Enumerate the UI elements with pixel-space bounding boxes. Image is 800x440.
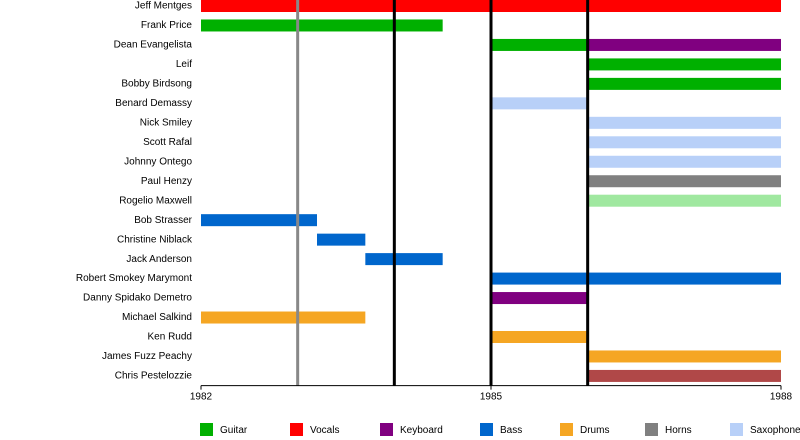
x-tick-label: 1988 [770,391,793,402]
bar [587,116,781,129]
bar [491,97,588,110]
bar [201,19,443,32]
bar [587,369,781,382]
bar [491,292,588,305]
x-tick-label: 1982 [190,391,213,402]
bar [587,58,781,71]
row-label: Michael Salkind [122,312,192,323]
bar [587,136,781,149]
row-label: Jeff Mentges [135,1,192,12]
legend-label: Keyboard [400,425,443,436]
legend-label: Drums [580,425,609,436]
row-label: Johnny Ontego [124,156,192,167]
row-label: Robert Smokey Marymont [76,273,192,284]
bar [587,175,781,188]
row-label: Bobby Birdsong [121,79,192,90]
legend-swatch [380,423,393,436]
legend-label: Saxophone [750,425,800,436]
bar [491,38,588,51]
legend-swatch [645,423,658,436]
bar [317,233,366,246]
legend-swatch [560,423,573,436]
row-label: James Fuzz Peachy [102,351,192,362]
bar [587,77,781,90]
legend-label: Horns [665,425,692,436]
legend-swatch [730,423,743,436]
bar [491,330,588,343]
bar [201,311,366,324]
x-tick-label: 1985 [480,391,503,402]
row-label: Dean Evangelista [114,40,193,51]
row-label: Rogelio Maxwell [119,195,192,206]
bar [201,214,317,227]
bar [587,350,781,363]
bar [587,38,781,51]
row-label: Nick Smiley [140,117,192,128]
row-label: Danny Spidako Demetro [83,293,192,304]
row-label: Christine Niblack [117,234,193,245]
bar [587,194,781,207]
bar [365,253,443,266]
legend-swatch [290,423,303,436]
legend-swatch [200,423,213,436]
legend-label: Guitar [220,425,248,436]
legend-swatch [480,423,493,436]
row-label: Benard Demassy [115,98,192,109]
row-label: Jack Anderson [126,254,192,265]
legend-label: Vocals [310,425,339,436]
row-label: Scott Rafal [143,137,192,148]
row-label: Chris Pestelozzie [115,371,193,382]
row-label: Paul Henzy [141,176,192,187]
bar [491,272,781,285]
bar [587,155,781,168]
row-label: Leif [176,59,192,70]
row-label: Frank Price [141,20,193,31]
row-label: Bob Strasser [134,215,192,226]
legend-label: Bass [500,425,522,436]
row-label: Ken Rudd [148,332,192,343]
